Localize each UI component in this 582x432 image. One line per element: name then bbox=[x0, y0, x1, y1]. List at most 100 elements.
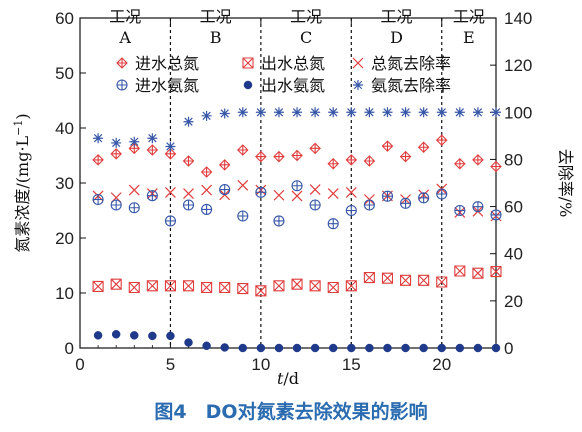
dot-marker bbox=[243, 80, 253, 90]
x-marker bbox=[273, 189, 285, 201]
star-marker bbox=[364, 107, 375, 118]
circle-plus-cross bbox=[328, 218, 339, 229]
data-point bbox=[237, 179, 249, 191]
diamond-plus-marker bbox=[110, 148, 122, 160]
diamond-plus-marker bbox=[435, 134, 448, 146]
boxed-x-marker bbox=[128, 281, 140, 294]
data-point bbox=[237, 283, 249, 295]
star-marker bbox=[328, 107, 339, 118]
data-point bbox=[472, 107, 483, 118]
x-tick-label: 15 bbox=[342, 355, 361, 374]
data-point bbox=[273, 280, 285, 292]
data-point bbox=[400, 107, 411, 118]
dot-marker bbox=[401, 343, 410, 353]
diamond-plus-marker bbox=[255, 150, 267, 163]
data-point bbox=[92, 193, 104, 206]
y-tick-label: 40 bbox=[55, 119, 74, 138]
circle-plus-cross bbox=[436, 189, 447, 199]
x-marker bbox=[128, 184, 140, 196]
data-point bbox=[255, 107, 266, 118]
boxed-x-marker bbox=[255, 285, 267, 297]
boxed-x-marker bbox=[201, 281, 213, 294]
data-point bbox=[436, 188, 448, 200]
dot-marker bbox=[111, 330, 121, 339]
y2-tick-label: 80 bbox=[504, 150, 523, 169]
data-point bbox=[435, 134, 448, 146]
diamond-plus-marker bbox=[399, 150, 412, 163]
boxed-x-marker bbox=[345, 280, 357, 292]
circle-plus-cross bbox=[382, 191, 393, 202]
star-marker bbox=[292, 107, 303, 118]
data-point bbox=[255, 150, 267, 163]
diamond-plus-marker bbox=[218, 159, 231, 171]
data-point bbox=[310, 343, 320, 353]
x-marker bbox=[201, 184, 213, 196]
dot-marker bbox=[310, 343, 320, 353]
data-point bbox=[202, 341, 211, 351]
data-point bbox=[201, 110, 212, 121]
data-point bbox=[238, 343, 248, 353]
boxed-x-marker bbox=[327, 281, 339, 294]
circle-plus-cross bbox=[491, 209, 501, 220]
data-point bbox=[382, 107, 393, 118]
figure-caption: 图4 DO对氮素去除效果的影响 bbox=[154, 400, 427, 423]
dot-marker bbox=[148, 331, 157, 341]
y2-tick-label: 120 bbox=[504, 56, 532, 75]
data-point bbox=[219, 281, 231, 294]
circle-plus-cross bbox=[147, 190, 158, 201]
x-tick-label: 5 bbox=[166, 355, 175, 374]
y-tick-label: 0 bbox=[65, 339, 74, 358]
data-point bbox=[309, 184, 321, 196]
data-point bbox=[274, 343, 284, 353]
dot-marker bbox=[220, 343, 229, 352]
data-point bbox=[148, 331, 157, 341]
x-tick-label: 20 bbox=[432, 355, 451, 374]
data-point bbox=[164, 280, 176, 292]
boxed-x-marker bbox=[92, 280, 104, 292]
data-point bbox=[92, 280, 104, 292]
y2-tick-label: 40 bbox=[504, 245, 523, 264]
diamond-plus-marker bbox=[309, 142, 321, 155]
x-marker bbox=[352, 57, 364, 69]
diamond-plus-marker bbox=[472, 154, 484, 166]
data-point bbox=[454, 157, 466, 170]
boxed-x-marker bbox=[242, 57, 254, 69]
series-circle-plus bbox=[92, 180, 502, 230]
data-point bbox=[183, 116, 194, 127]
circle-plus-cross bbox=[183, 200, 194, 210]
circle-plus-cross bbox=[111, 200, 122, 210]
data-point bbox=[328, 107, 339, 118]
data-point bbox=[164, 215, 176, 227]
boxed-x-marker bbox=[363, 272, 375, 284]
x-marker bbox=[165, 187, 176, 198]
data-point bbox=[381, 140, 394, 152]
data-point bbox=[418, 274, 430, 286]
series-diamond-plus bbox=[92, 134, 502, 178]
data-point bbox=[328, 343, 338, 353]
data-point bbox=[165, 187, 176, 198]
diamond-plus-marker bbox=[381, 140, 394, 152]
phase-divider-layer bbox=[169, 18, 443, 348]
data-point bbox=[437, 343, 446, 353]
data-point bbox=[309, 280, 321, 292]
star-marker bbox=[237, 107, 248, 118]
dot-marker bbox=[328, 343, 338, 353]
data-point bbox=[472, 201, 484, 213]
boxed-x-marker bbox=[381, 272, 394, 284]
legend-label: 氨氮去除率 bbox=[371, 76, 451, 95]
phase-label-name: 工况 bbox=[290, 7, 322, 26]
data-point bbox=[327, 218, 339, 230]
data-point bbox=[93, 331, 103, 340]
x-marker bbox=[327, 188, 339, 200]
circle-plus-cross bbox=[292, 180, 303, 191]
data-point bbox=[255, 186, 267, 198]
diamond-plus-marker bbox=[146, 144, 159, 156]
data-point bbox=[345, 280, 357, 292]
phase-label-id: C bbox=[300, 28, 312, 47]
diamond-plus-marker bbox=[291, 149, 303, 162]
dot-marker bbox=[491, 343, 501, 353]
data-point bbox=[292, 343, 302, 353]
data-point bbox=[345, 154, 358, 166]
